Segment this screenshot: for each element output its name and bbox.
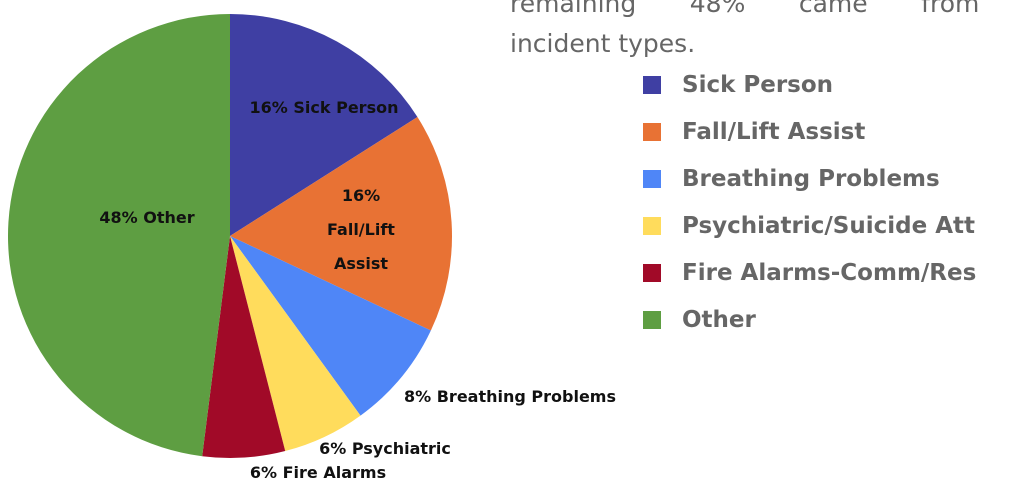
slice-label: 6% Psychiatric bbox=[319, 439, 451, 458]
legend-label: Fire Alarms-Comm/Res bbox=[682, 260, 977, 286]
pie-slice bbox=[230, 14, 418, 236]
pie-slice bbox=[230, 236, 431, 416]
intro-line: incident types. bbox=[510, 29, 696, 58]
legend-entry: Fire Alarms-Comm/Res bbox=[643, 258, 976, 288]
legend-entry: Other bbox=[643, 305, 756, 335]
legend-label: Psychiatric/Suicide Att bbox=[682, 213, 976, 239]
legend-swatch bbox=[643, 76, 661, 94]
legend-swatch bbox=[643, 217, 661, 235]
legend-swatch bbox=[643, 170, 661, 188]
legend-swatch bbox=[643, 264, 661, 282]
legend-label: Other bbox=[682, 307, 756, 333]
pie-chart bbox=[7, 14, 452, 458]
pie-slice bbox=[202, 236, 286, 458]
pie-slice bbox=[7, 14, 231, 457]
legend-entry: Psychiatric/Suicide Att bbox=[643, 211, 975, 241]
intro-line: remaining 48% came from A bbox=[510, 0, 1029, 18]
legend-label: Fall/Lift Assist bbox=[682, 119, 866, 145]
slice-label: 6% Fire Alarms bbox=[249, 463, 387, 482]
intro-text: remaining 48% came from A incident types… bbox=[510, 0, 1029, 64]
legend-label: Breathing Problems bbox=[682, 166, 940, 192]
legend-label: Sick Person bbox=[682, 72, 834, 98]
legend-entry: Breathing Problems bbox=[643, 164, 940, 194]
slice-label: 8% Breathing Problems bbox=[404, 387, 616, 406]
legend-entry: Fall/Lift Assist bbox=[643, 117, 865, 147]
slice-label: 48% Other bbox=[99, 208, 195, 227]
slice-label: 16% Fall/Lift Assist bbox=[327, 186, 395, 273]
legend-entry: Sick Person bbox=[643, 70, 833, 100]
pie-slice bbox=[230, 236, 361, 452]
legend-swatch bbox=[643, 311, 661, 329]
pie-slice bbox=[230, 117, 452, 331]
legend-swatch bbox=[643, 123, 661, 141]
slice-label: 16% Sick Person bbox=[249, 98, 399, 117]
